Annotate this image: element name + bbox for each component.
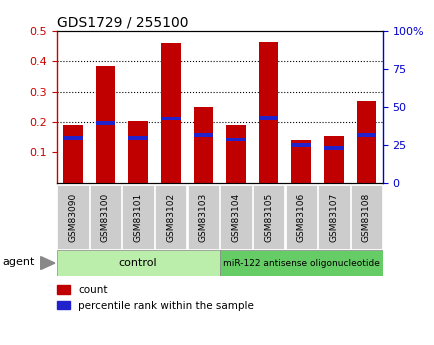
Text: GSM83103: GSM83103 <box>198 193 207 242</box>
Bar <box>128 136 148 140</box>
Text: GDS1729 / 255100: GDS1729 / 255100 <box>56 16 187 30</box>
Bar <box>356 101 375 183</box>
FancyBboxPatch shape <box>220 185 251 249</box>
Text: agent: agent <box>3 257 35 267</box>
FancyBboxPatch shape <box>57 185 89 249</box>
Text: GSM83100: GSM83100 <box>101 193 110 242</box>
FancyBboxPatch shape <box>219 250 382 276</box>
Bar <box>323 136 343 183</box>
Bar <box>193 133 213 137</box>
Text: control: control <box>118 258 157 268</box>
Bar <box>95 121 115 125</box>
Text: GSM83104: GSM83104 <box>231 193 240 242</box>
FancyBboxPatch shape <box>122 185 154 249</box>
FancyBboxPatch shape <box>350 185 381 249</box>
Text: GSM83107: GSM83107 <box>329 193 338 242</box>
Bar <box>226 125 245 183</box>
Bar <box>258 42 278 183</box>
Bar <box>63 125 82 183</box>
FancyBboxPatch shape <box>90 185 121 249</box>
Bar <box>128 121 148 183</box>
Bar <box>291 143 310 147</box>
FancyBboxPatch shape <box>252 185 284 249</box>
Bar <box>161 43 180 183</box>
Text: GSM83102: GSM83102 <box>166 193 175 242</box>
Text: GSM83105: GSM83105 <box>263 193 273 242</box>
FancyBboxPatch shape <box>285 185 316 249</box>
Bar <box>161 117 180 120</box>
Bar <box>63 136 82 140</box>
Bar <box>226 138 245 141</box>
Polygon shape <box>41 257 55 269</box>
Bar <box>95 66 115 183</box>
Text: GSM83090: GSM83090 <box>68 193 77 242</box>
Bar <box>291 140 310 183</box>
Text: miR-122 antisense oligonucleotide: miR-122 antisense oligonucleotide <box>222 258 379 268</box>
Bar <box>356 133 375 137</box>
FancyBboxPatch shape <box>317 185 349 249</box>
FancyBboxPatch shape <box>56 250 219 276</box>
Bar <box>258 116 278 120</box>
FancyBboxPatch shape <box>155 185 186 249</box>
FancyBboxPatch shape <box>187 185 219 249</box>
Text: GSM83106: GSM83106 <box>296 193 305 242</box>
Text: GSM83108: GSM83108 <box>361 193 370 242</box>
Text: GSM83101: GSM83101 <box>133 193 142 242</box>
Bar <box>323 146 343 150</box>
Legend: count, percentile rank within the sample: count, percentile rank within the sample <box>53 281 257 315</box>
Bar <box>193 107 213 183</box>
